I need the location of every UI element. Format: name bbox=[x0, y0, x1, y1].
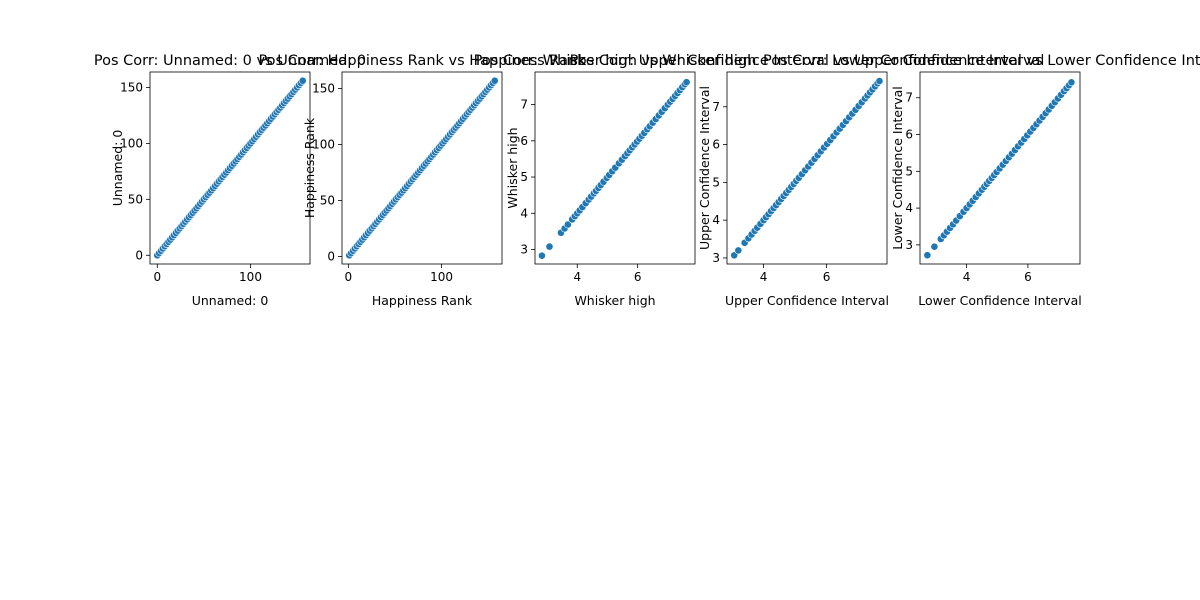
y-tick-label: 150 bbox=[120, 80, 143, 94]
y-tick-label: 100 bbox=[312, 138, 335, 152]
y-axis-label: Unnamed: 0 bbox=[110, 130, 125, 207]
x-tick-label: 4 bbox=[573, 270, 581, 284]
x-tick-label: 100 bbox=[239, 270, 262, 284]
x-tick-label: 100 bbox=[430, 270, 453, 284]
data-point bbox=[682, 78, 691, 87]
data-point bbox=[545, 242, 554, 251]
data-point bbox=[564, 220, 572, 229]
x-axis-label: Whisker high bbox=[574, 293, 655, 308]
points-group bbox=[730, 77, 884, 260]
y-tick-label: 7 bbox=[712, 100, 720, 114]
y-tick-label: 5 bbox=[712, 175, 720, 189]
y-tick-label: 50 bbox=[320, 193, 335, 207]
y-tick-label: 150 bbox=[312, 82, 335, 96]
x-axis-label: Upper Confidence Interval bbox=[725, 293, 889, 308]
y-tick-label: 4 bbox=[520, 206, 528, 220]
x-axis-label: Lower Confidence Interval bbox=[918, 293, 1082, 308]
axes-frame bbox=[726, 71, 888, 265]
subplot-title: Pos Corr: Unnamed: 0 vs Unnamed: 0 bbox=[94, 53, 366, 69]
y-tick-label: 4 bbox=[712, 213, 720, 227]
y-axis-label: Upper Confidence Interval bbox=[697, 86, 712, 250]
y-tick-label: 3 bbox=[712, 251, 720, 265]
axes-frame bbox=[341, 71, 503, 265]
data-point bbox=[930, 242, 939, 251]
data-point bbox=[734, 246, 743, 255]
y-tick-label: 3 bbox=[905, 238, 913, 252]
points-group bbox=[538, 78, 691, 260]
points-group bbox=[923, 78, 1076, 260]
axes-frame bbox=[919, 71, 1081, 265]
data-point bbox=[490, 76, 499, 85]
subplot-title: Pos Corr: Upper Confidence Interval vs U… bbox=[570, 53, 1045, 69]
data-point bbox=[923, 251, 932, 260]
y-tick-label: 7 bbox=[905, 91, 913, 105]
y-tick-label: 50 bbox=[128, 192, 143, 206]
y-tick-label: 0 bbox=[327, 249, 335, 263]
x-tick-label: 6 bbox=[823, 270, 831, 284]
data-point bbox=[298, 76, 307, 85]
subplot-2: 0 100 0 50 100 150 Happiness Rank Happiness Ran… bbox=[258, 53, 586, 308]
y-tick-label: 6 bbox=[712, 138, 720, 152]
subplot-title: Pos Corr: Whisker high vs Whisker high bbox=[474, 53, 757, 69]
points-group bbox=[345, 76, 499, 260]
x-tick-label: 4 bbox=[760, 270, 768, 284]
axes-frame bbox=[149, 71, 311, 265]
subplot-3: 4 6 3 4 5 6 7 Whisker high Whisker high Pos Corr:… bbox=[474, 53, 757, 308]
y-axis-label: Happiness Rank bbox=[302, 117, 317, 218]
subplot-title: Pos Corr: Happiness Rank vs Happiness Ra… bbox=[258, 53, 586, 69]
x-tick-label: 6 bbox=[1024, 270, 1032, 284]
y-tick-label: 100 bbox=[120, 136, 143, 150]
subplot-1: 0 100 0 50 100 150 Unnamed: 0 Unnamed: 0 Pos Cor… bbox=[94, 53, 366, 308]
y-tick-label: 6 bbox=[520, 134, 528, 148]
x-axis-label: Unnamed: 0 bbox=[192, 293, 269, 308]
y-tick-label: 3 bbox=[520, 243, 528, 257]
x-tick-label: 4 bbox=[963, 270, 971, 284]
y-tick-label: 4 bbox=[905, 201, 913, 215]
y-tick-label: 5 bbox=[905, 164, 913, 178]
x-tick-label: 6 bbox=[634, 270, 642, 284]
x-axis-label: Happiness Rank bbox=[372, 293, 473, 308]
axes-frame bbox=[534, 71, 696, 265]
data-point bbox=[875, 77, 884, 85]
y-axis-label: Whisker high bbox=[505, 127, 520, 208]
points-group bbox=[153, 76, 307, 260]
y-tick-label: 6 bbox=[905, 128, 913, 142]
y-tick-label: 7 bbox=[520, 98, 528, 112]
x-tick-label: 0 bbox=[345, 270, 353, 284]
data-point bbox=[1067, 78, 1076, 87]
x-tick-label: 0 bbox=[153, 270, 161, 284]
data-point bbox=[538, 251, 546, 260]
y-tick-label: 0 bbox=[135, 248, 143, 262]
subplot-title: Pos Corr: Lower Confidence Interval vs L… bbox=[763, 53, 1200, 69]
y-tick-label: 5 bbox=[520, 170, 528, 184]
y-axis-label: Lower Confidence Interval bbox=[890, 86, 905, 250]
